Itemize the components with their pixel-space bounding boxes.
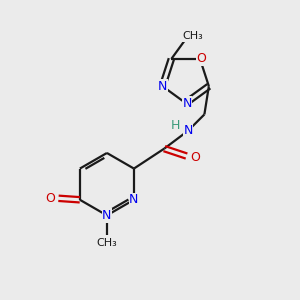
Text: O: O [190, 151, 200, 164]
Text: N: N [183, 124, 193, 137]
Text: CH₃: CH₃ [183, 31, 203, 41]
Text: O: O [45, 192, 55, 205]
Text: CH₃: CH₃ [97, 238, 117, 248]
Text: N: N [102, 209, 112, 222]
Text: N: N [158, 80, 167, 93]
Text: N: N [182, 97, 192, 110]
Text: N: N [129, 193, 139, 206]
Text: H: H [171, 119, 180, 132]
Text: O: O [196, 52, 206, 65]
